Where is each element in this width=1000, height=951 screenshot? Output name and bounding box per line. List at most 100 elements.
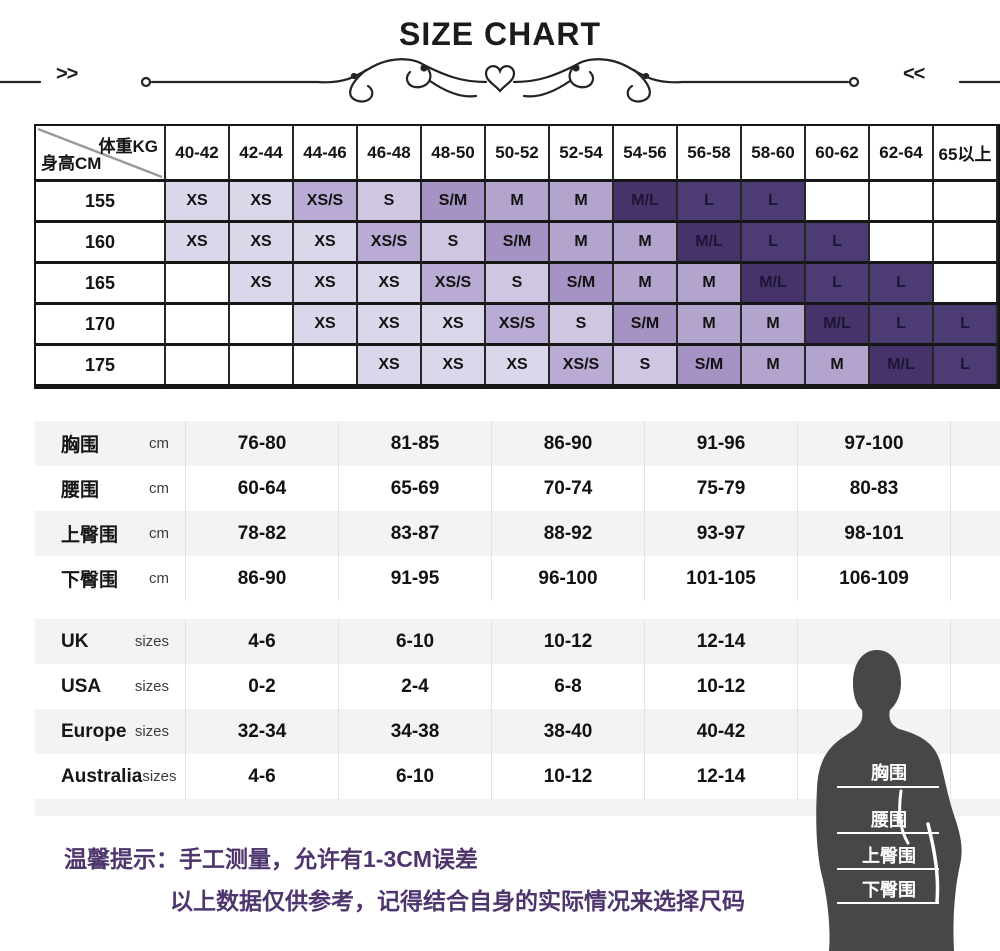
measure-value: 65-69 [338,466,491,511]
measure-label: 下臀围 [61,570,119,591]
measure-value: 98-101 [797,511,950,556]
matrix-size-cell [806,182,870,223]
matrix-size-cell: L [870,264,934,305]
measure-label: 上臀围 [61,525,119,546]
matrix-size-cell: S/M [486,223,550,264]
matrix-size-cell [166,305,230,346]
matrix-corner-cell: 体重KG 身高CM [36,126,166,182]
matrix-size-cell [934,182,998,223]
measure-value [797,664,950,709]
matrix-size-cell: S [486,264,550,305]
figure-underline [837,902,939,904]
matrix-size-cell: XS [166,182,230,223]
measure-label: USA [61,675,102,697]
measure-value: 34-38 [338,709,491,754]
measure-value: 106-109 [797,556,950,601]
measure-filler [950,511,1000,556]
matrix-size-cell: XS [230,182,294,223]
note-line-2: 以上数据仅供参考，记得结合自身的实际情况来选择尺码 [170,888,745,914]
measure-value: 76-80 [185,421,338,466]
matrix-weight-header-cell: 62-64 [870,126,934,182]
matrix-size-cell: S [358,182,422,223]
measure-label-cell: Australia sizes [35,754,185,799]
matrix-size-cell: L [934,346,998,387]
matrix-weight-header-cell: 46-48 [358,126,422,182]
measure-row: 上臀围 cm 78-82 83-87 88-92 93-97 98-101 [35,511,1000,556]
matrix-weight-header-cell: 56-58 [678,126,742,182]
matrix-size-cell: XS/S [486,305,550,346]
measure-value: 86-90 [491,421,644,466]
matrix-size-cell: M/L [806,305,870,346]
measure-value: 60-64 [185,466,338,511]
measure-value: 83-87 [338,511,491,556]
matrix-size-cell: XS/S [550,346,614,387]
measure-unit: sizes [142,768,177,785]
measure-value: 32-34 [185,709,338,754]
figure-underline [837,868,939,870]
measure-label-cell: UK sizes [35,619,185,664]
flourish-divider-icon [0,58,1000,103]
matrix-size-cell: XS [422,346,486,387]
matrix-size-cell [934,223,998,264]
size-matrix-table: 体重KG 身高CM 40-42 42-44 44-46 46-48 48-50 50-52… [34,124,1000,389]
measure-value: 70-74 [491,466,644,511]
measure-value: 91-96 [644,421,797,466]
measure-value: 12-14 [644,619,797,664]
measure-label: Australia [61,765,143,787]
measure-value [797,709,950,754]
measure-value: 40-42 [644,709,797,754]
matrix-size-cell: XS [230,223,294,264]
matrix-size-cell: L [678,182,742,223]
matrix-size-cell: XS [486,346,550,387]
matrix-size-cell: XS/S [294,182,358,223]
matrix-size-cell: XS [166,223,230,264]
matrix-height-cell: 170 [36,305,166,346]
matrix-weight-header-cell: 48-50 [422,126,486,182]
body-silhouette: 胸围 腰围 上臀围 下臀围 [815,628,1000,951]
matrix-size-cell [870,223,934,264]
left-arrows-ornament: >> [56,63,78,85]
page-title: SIZE CHART [399,16,601,52]
note-line-1: 温馨提示：手工测量，允许有1-3CM误差 [64,846,479,872]
matrix-height-cell: 160 [36,223,166,264]
matrix-size-cell: M [678,264,742,305]
measure-filler [950,664,1000,709]
measure-label: 胸围 [61,435,100,456]
measure-value [797,754,950,799]
matrix-size-cell: L [934,305,998,346]
measure-label-cell: 上臀围 cm [35,511,185,556]
measure-value: 97-100 [797,421,950,466]
matrix-size-cell: L [870,305,934,346]
matrix-size-cell: XS [294,264,358,305]
measure-unit: sizes [134,633,169,650]
measure-value: 81-85 [338,421,491,466]
matrix-weight-header-cell: 44-46 [294,126,358,182]
matrix-weight-header-cell: 58-60 [742,126,806,182]
measure-filler [950,754,1000,799]
matrix-weight-header-cell: 42-44 [230,126,294,182]
measure-gap [35,601,1000,619]
matrix-size-cell: XS [422,305,486,346]
figure-underline [837,832,939,834]
measure-unit: sizes [134,678,169,695]
matrix-size-cell: M [742,305,806,346]
measure-row: 腰围 cm 60-64 65-69 70-74 75-79 80-83 [35,466,1000,511]
measure-value: 38-40 [491,709,644,754]
measure-value: 6-8 [491,664,644,709]
matrix-weight-header-cell: 60-62 [806,126,870,182]
matrix-size-cell: M [550,223,614,264]
measure-value: 12-14 [644,754,797,799]
matrix-size-cell: L [742,223,806,264]
measure-label-cell: USA sizes [35,664,185,709]
measure-value: 88-92 [491,511,644,556]
matrix-height-cell: 165 [36,264,166,305]
measure-filler [950,556,1000,601]
measure-value: 75-79 [644,466,797,511]
measure-value: 0-2 [185,664,338,709]
measure-label-cell: 腰围 cm [35,466,185,511]
matrix-size-cell [230,305,294,346]
measure-label: 腰围 [61,480,100,501]
measure-value: 78-82 [185,511,338,556]
corner-height-label: 身高CM [41,154,102,173]
